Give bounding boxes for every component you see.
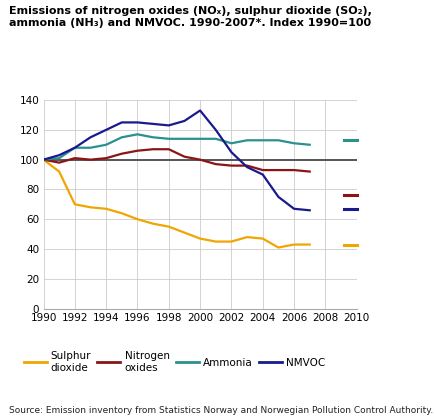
Text: Emissions of nitrogen oxides (NOₓ), sulphur dioxide (SO₂),
ammonia (NH₃) and NMV: Emissions of nitrogen oxides (NOₓ), sulp… (9, 6, 371, 28)
Text: Source: Emission inventory from Statistics Norway and Norwegian Pollution Contro: Source: Emission inventory from Statisti… (9, 406, 432, 415)
Legend: Sulphur
dioxide, Nitrogen
oxides, Ammonia, NMVOC: Sulphur dioxide, Nitrogen oxides, Ammoni… (23, 351, 325, 373)
